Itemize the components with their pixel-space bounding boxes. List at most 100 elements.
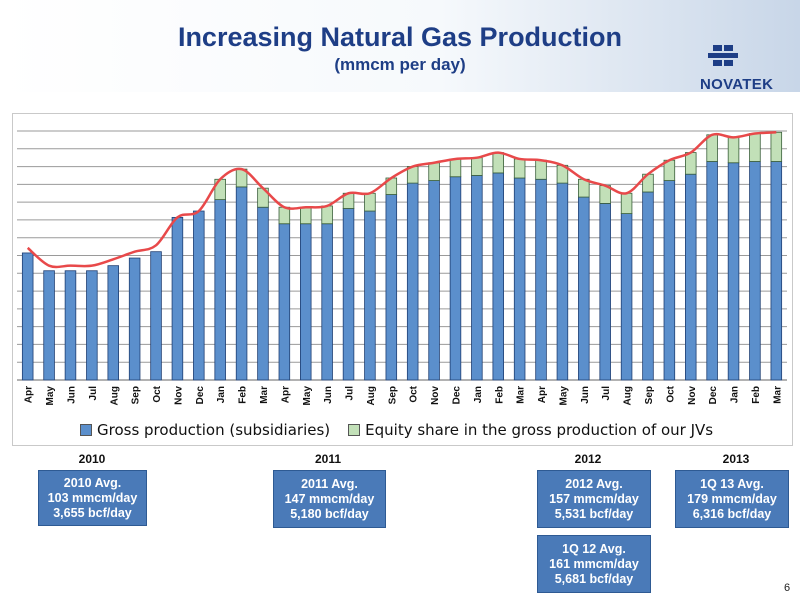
bar-equity [706,134,718,162]
avg-box-2010-line2: 103 mmcm/day [47,490,138,505]
bar-gross [471,175,483,381]
bar-gross [578,196,590,381]
year-label-2010: 2010 [78,452,106,466]
page-title: Increasing Natural Gas Production [177,22,623,52]
bar-gross [599,203,611,381]
legend-swatch-equity [348,424,361,436]
x-tick-label: Dec [195,386,206,405]
bar-equity [492,152,504,174]
x-tick-label: Aug [109,386,120,405]
bar-gross [107,265,119,381]
x-tick-label: Nov [430,386,441,405]
x-tick-label: Nov [687,386,698,405]
x-tick-label: Mar [772,386,783,404]
avg-box-2011-line3: 5,180 bcf/day [290,506,369,521]
novatek-logo-icon [708,45,738,66]
x-tick-label: Nov [173,386,184,405]
bar-gross [406,182,419,381]
avg-box-1q13-line1: 1Q 13 Avg. [700,476,764,491]
x-tick-label: May [302,386,313,406]
bar-gross [278,223,291,381]
x-tick-label: Jun [323,386,334,404]
bar-gross [385,194,398,381]
avg-box-1q13-line2: 179 mmcm/day [687,491,777,506]
bar-equity [428,162,440,181]
x-tick-label: May [558,386,569,406]
page-subtitle: (mmcm per day) [334,55,466,74]
avg-box-2010-line3: 3,655 bcf/day [53,505,132,520]
bar-equity [364,192,376,212]
avg-box-2011-line1: 2011 Avg. [301,476,358,491]
page-number: 6 [784,582,791,594]
x-tick-label: Apr [537,386,548,403]
avg-box-2012-line3: 5,531 bcf/day [554,506,634,521]
bar-gross [193,210,205,381]
year-label-2013: 2013 [722,452,750,466]
bar-gross [214,199,226,381]
avg-box-1q12-line3: 5,681 bcf/day [554,571,634,586]
x-tick-label: Jan [216,386,227,403]
bar-gross [171,216,184,381]
year-label-2012: 2012 [574,452,602,466]
legend-swatch-gross [80,424,92,436]
x-tick-label: Feb [238,386,249,404]
trend-line [26,131,777,269]
x-tick-label: Jan [473,386,484,403]
x-tick-label: Feb [494,386,505,404]
x-tick-label: Apr [280,386,291,403]
bar-equity [278,206,291,225]
bar-gross [257,206,269,381]
bar-gross [492,172,504,381]
bar-equity [300,206,312,225]
bar-gross [43,270,55,381]
bar-gross [620,213,633,381]
bar-gross [364,210,376,381]
bar-gross [428,180,440,381]
x-tick-label: Aug [623,386,634,405]
avg-box-2010-line1: 2010 Avg. [63,475,122,490]
header-background [0,0,800,92]
avg-box-2011-line2: 147 mmcm/day [284,491,375,506]
x-tick-label: Jun [580,386,591,404]
bar-equity [749,133,761,162]
bar-gross [86,270,98,381]
bar-equity [620,192,633,214]
avg-box-1q12: 1Q 12 Avg. 161 mmcm/day 5,681 bcf/day [537,535,651,593]
avg-box-2012: 2012 Avg. 157 mmcm/day 5,531 bcf/day [537,470,651,528]
bar-gross [150,251,162,381]
bar-equity [513,158,526,179]
x-tick-label: Jun [66,386,77,404]
x-tick-label: May [45,386,56,406]
chart-legend: Gross production (subsidiaries) Equity s… [80,421,731,439]
bar-equity [321,205,333,225]
x-tick-label: Jul [601,386,612,401]
bar-gross [513,177,526,381]
x-tick-label: Jul [345,386,356,401]
x-tick-label: Aug [366,386,377,405]
bar-gross [770,161,783,381]
bar-gross [235,186,248,381]
bar-gross [449,176,462,381]
year-label-2011: 2011 [314,452,342,466]
bar-gross [64,270,77,381]
bar-gross [21,252,34,381]
avg-box-2012-line2: 157 mmcm/day [549,491,639,506]
avg-box-2011: 2011 Avg. 147 mmcm/day 5,180 bcf/day [273,470,386,528]
bar-gross [300,223,312,381]
bar-equity [449,158,462,178]
bar-gross [321,223,333,381]
x-tick-label: Dec [451,386,462,405]
bar-gross [535,178,547,381]
bar-gross [706,161,718,381]
legend-label-equity: Equity share in the gross production of … [365,421,714,439]
x-tick-label: Jul [88,386,99,401]
bar-gross [556,182,569,381]
avg-box-2010: 2010 Avg. 103 mmcm/day 3,655 bcf/day [38,470,147,526]
bar-equity [535,159,547,180]
legend-item-equity: Equity share in the gross production of … [348,421,713,439]
bar-gross [342,208,355,381]
bar-gross [128,257,141,381]
x-tick-label: Apr [24,386,35,403]
x-tick-label: Oct [409,385,420,402]
